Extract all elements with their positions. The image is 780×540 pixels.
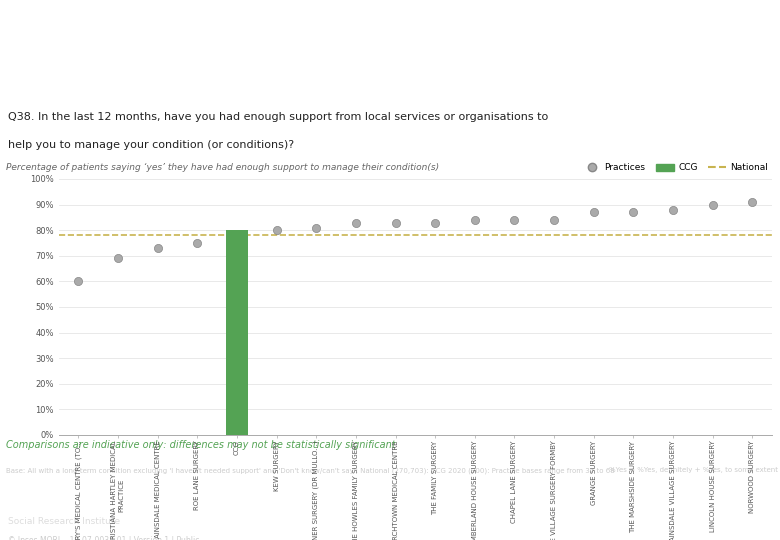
Text: Support with managing long-term conditions, disabilities,: Support with managing long-term conditio… — [8, 26, 550, 45]
Point — [191, 239, 204, 247]
Text: Comparisons are indicative only: differences may not be statistically significan: Comparisons are indicative only: differe… — [6, 440, 396, 450]
Text: Social Research Institute: Social Research Institute — [8, 517, 120, 526]
Point — [112, 254, 124, 262]
Text: Ipsos MORI: Ipsos MORI — [8, 497, 69, 507]
Point — [310, 224, 322, 232]
Text: Percentage of patients saying ‘yes’ they have had enough support to manage their: Percentage of patients saying ‘yes’ they… — [6, 164, 439, 172]
Legend: Practices, CCG, National: Practices, CCG, National — [580, 160, 771, 176]
Text: Base: All with a long-term condition excluding 'I haven't needed support' and 'D: Base: All with a long-term condition exc… — [5, 467, 615, 474]
Text: %Yes = %Yes, definitely + %Yes, to some extent: %Yes = %Yes, definitely + %Yes, to some … — [609, 467, 778, 473]
Point — [469, 215, 481, 224]
Point — [389, 218, 402, 227]
Point — [429, 218, 441, 227]
Text: © Ipsos MORI    19-07-0034-01 | Version 1 | Public: © Ipsos MORI 19-07-0034-01 | Version 1 |… — [8, 536, 199, 540]
Point — [509, 215, 521, 224]
Point — [587, 208, 600, 217]
Point — [72, 277, 84, 286]
Text: or illnesses: how the CCG’s practices compare: or illnesses: how the CCG’s practices co… — [8, 62, 441, 80]
Text: 37: 37 — [381, 505, 399, 519]
Point — [746, 198, 759, 206]
Point — [707, 200, 719, 209]
Point — [548, 215, 560, 224]
Bar — [226, 230, 248, 435]
Point — [667, 205, 679, 214]
Text: help you to manage your condition (or conditions)?: help you to manage your condition (or co… — [8, 140, 294, 150]
Point — [349, 218, 362, 227]
Point — [271, 226, 283, 234]
Point — [151, 244, 164, 252]
Point — [627, 208, 640, 217]
Text: Q38. In the last 12 months, have you had enough support from local services or o: Q38. In the last 12 months, have you had… — [8, 112, 548, 123]
